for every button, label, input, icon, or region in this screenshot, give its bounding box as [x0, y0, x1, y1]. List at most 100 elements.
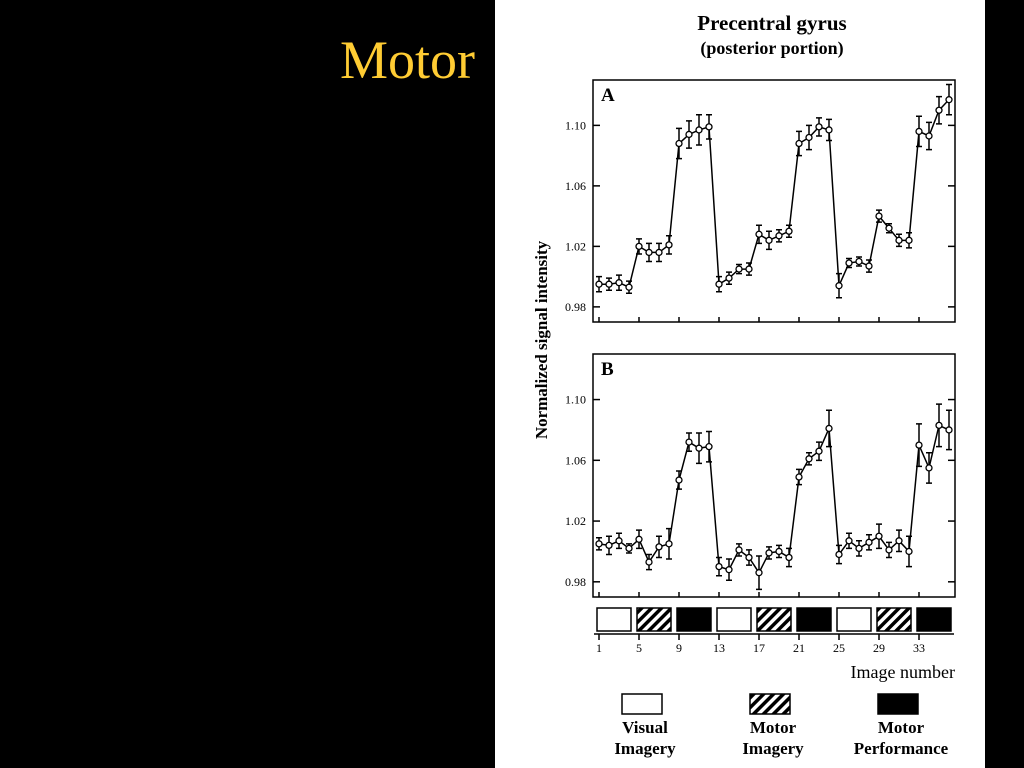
plots: A 0.98 1.02 1.06 1.10 B 0.98 1.02 1.06 1.10 1 5 9 13 1… — [565, 79, 956, 758]
x-tick-label: 29 — [873, 641, 885, 655]
data-point — [705, 442, 713, 451]
y-tick-label: 0.98 — [565, 575, 586, 589]
data-point — [605, 280, 613, 288]
data-point — [775, 232, 783, 240]
plot-frame — [592, 79, 956, 323]
data-point — [915, 127, 923, 136]
figure-subtitle: (posterior portion) — [700, 38, 843, 59]
data-point — [635, 242, 643, 251]
data-point — [805, 455, 813, 463]
data-point — [725, 274, 733, 282]
x-axis-label: Image number — [851, 662, 955, 682]
panel-label: B — [601, 359, 614, 380]
data-point — [685, 438, 693, 446]
data-point — [805, 133, 813, 142]
x-tick-label: 25 — [833, 641, 845, 655]
data-point — [595, 540, 603, 548]
data-point — [715, 562, 723, 571]
data-point — [845, 259, 853, 267]
data-point — [615, 537, 623, 545]
data-point — [635, 535, 643, 543]
data-point — [655, 248, 663, 257]
legend-label: Imagery — [742, 739, 804, 758]
data-point — [715, 280, 723, 288]
y-tick-label: 1.10 — [565, 393, 586, 407]
data-point — [755, 569, 763, 577]
data-point — [895, 537, 903, 545]
data-point — [685, 130, 693, 139]
data-point — [785, 227, 793, 235]
data-point — [825, 424, 833, 433]
y-axis-label: Normalized signal intensity — [532, 240, 551, 439]
data-point — [865, 262, 873, 270]
data-point — [945, 96, 953, 104]
legend-label: Motor — [750, 718, 797, 737]
data-point — [755, 230, 763, 238]
data-point — [705, 123, 713, 131]
data-point — [855, 544, 863, 553]
data-point — [745, 265, 753, 273]
plot-frame — [592, 353, 956, 598]
data-point — [775, 547, 783, 556]
data-point — [915, 441, 923, 449]
data-point — [745, 553, 753, 562]
data-point — [905, 547, 913, 556]
data-point — [675, 476, 683, 484]
data-point — [885, 224, 893, 232]
figure-panel — [495, 0, 985, 768]
panel-label: A — [601, 85, 615, 106]
data-point — [875, 532, 883, 540]
data-point — [925, 464, 933, 472]
data-point — [945, 426, 953, 434]
data-point — [925, 132, 933, 140]
condition-block — [756, 607, 792, 632]
data-point — [695, 126, 703, 134]
data-point — [665, 241, 673, 249]
data-point — [765, 236, 773, 244]
data-point — [675, 139, 683, 148]
x-tick-label: 1 — [596, 641, 602, 655]
data-point — [765, 549, 773, 557]
data-point — [695, 444, 703, 452]
data-point — [665, 540, 673, 548]
y-tick-label: 1.06 — [565, 179, 586, 193]
x-tick-label: 13 — [713, 641, 725, 655]
legend-swatch — [749, 693, 791, 715]
data-point — [645, 558, 653, 566]
data-point — [895, 236, 903, 244]
condition-block — [716, 607, 752, 632]
data-point — [905, 236, 913, 244]
data-point — [725, 566, 733, 574]
condition-block — [836, 607, 872, 632]
data-point — [645, 248, 653, 257]
data-point — [795, 139, 803, 148]
legend-label: Motor — [878, 718, 925, 737]
slide-title: Motor — [340, 30, 475, 90]
data-point — [815, 123, 823, 131]
data-point — [595, 280, 603, 288]
condition-block — [796, 607, 832, 632]
legend-label: Performance — [854, 739, 949, 758]
data-point — [875, 212, 883, 220]
data-point — [855, 257, 863, 266]
data-point — [735, 265, 743, 273]
data-point — [615, 279, 623, 287]
data-point — [815, 447, 823, 455]
data-point — [655, 543, 663, 551]
legend-swatch — [877, 693, 919, 715]
x-tick-label: 5 — [636, 641, 642, 655]
data-point — [795, 473, 803, 481]
x-tick-label: 33 — [913, 641, 925, 655]
data-point — [935, 421, 943, 430]
x-tick-label: 21 — [793, 641, 805, 655]
data-point — [785, 553, 793, 562]
data-point — [625, 544, 633, 553]
legend-swatch — [621, 693, 663, 715]
data-point — [625, 283, 633, 291]
data-point — [605, 541, 613, 550]
y-tick-label: 1.02 — [565, 514, 586, 528]
figure-title: Precentral gyrus — [697, 11, 846, 35]
data-point — [825, 126, 833, 134]
data-point — [735, 546, 743, 554]
legend-label: Visual — [622, 718, 668, 737]
